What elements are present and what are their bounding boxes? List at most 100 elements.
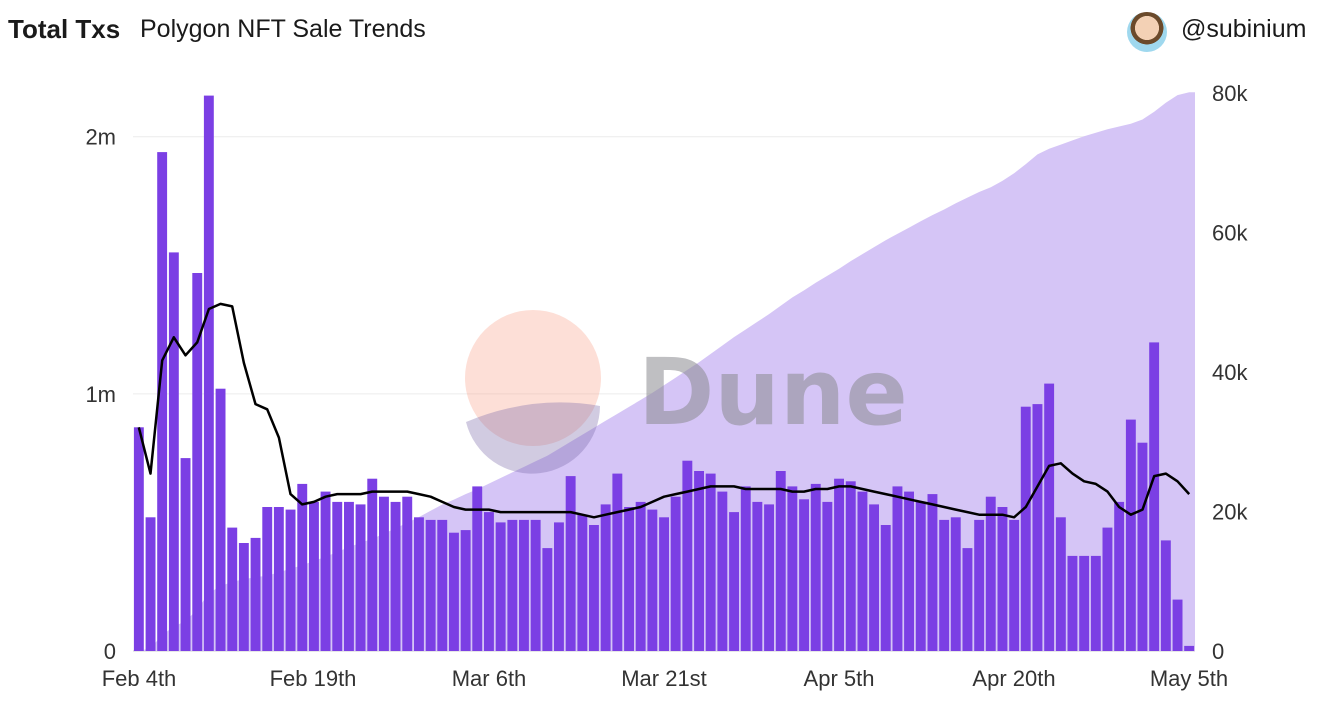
- x-axis: Feb 4th Feb 19th Mar 6th Mar 21st Apr 5th Apr…: [102, 666, 1228, 691]
- bar[interactable]: [635, 501, 646, 651]
- right-axis: 0 20k 40k 60k 80k: [1212, 81, 1248, 664]
- bar[interactable]: [1044, 383, 1055, 651]
- bar[interactable]: [414, 517, 424, 651]
- bar[interactable]: [355, 504, 366, 651]
- username[interactable]: @subinium: [1181, 15, 1307, 43]
- bar[interactable]: [507, 519, 518, 651]
- bar[interactable]: [519, 519, 529, 651]
- bar[interactable]: [810, 483, 821, 651]
- bar[interactable]: [624, 507, 634, 651]
- bar[interactable]: [273, 507, 284, 651]
- bar[interactable]: [145, 517, 156, 651]
- bar[interactable]: [764, 504, 774, 651]
- bar[interactable]: [215, 388, 226, 651]
- bar[interactable]: [1125, 419, 1136, 651]
- bar[interactable]: [1137, 442, 1148, 651]
- bar[interactable]: [1020, 406, 1031, 651]
- bar[interactable]: [320, 491, 331, 651]
- bar[interactable]: [309, 501, 319, 651]
- bar[interactable]: [554, 522, 564, 651]
- avatar[interactable]: [1127, 12, 1167, 52]
- line-series: [137, 302, 1191, 519]
- bar[interactable]: [437, 519, 448, 651]
- bar[interactable]: [168, 252, 179, 651]
- bar[interactable]: [379, 496, 389, 651]
- bar[interactable]: [740, 486, 751, 651]
- bar[interactable]: [285, 509, 296, 651]
- bar[interactable]: [262, 507, 273, 651]
- bar[interactable]: [192, 273, 203, 651]
- bar[interactable]: [892, 486, 903, 651]
- bar[interactable]: [484, 512, 494, 651]
- bar[interactable]: [670, 496, 681, 651]
- bar[interactable]: [659, 517, 669, 651]
- bar-series: [133, 95, 1195, 652]
- bar[interactable]: [950, 517, 961, 651]
- bar[interactable]: [845, 481, 856, 651]
- bar[interactable]: [927, 494, 938, 651]
- bar[interactable]: [647, 509, 658, 651]
- bar[interactable]: [542, 548, 553, 651]
- bar[interactable]: [577, 514, 588, 651]
- bar[interactable]: [344, 501, 354, 651]
- bar[interactable]: [904, 491, 914, 651]
- bar[interactable]: [332, 501, 343, 651]
- bar[interactable]: [589, 525, 599, 651]
- bar[interactable]: [425, 519, 436, 651]
- bar[interactable]: [238, 543, 249, 651]
- bar[interactable]: [694, 471, 704, 651]
- bar[interactable]: [1079, 555, 1090, 651]
- bar[interactable]: [834, 478, 844, 651]
- bar[interactable]: [775, 471, 786, 651]
- bar[interactable]: [915, 501, 926, 651]
- bar[interactable]: [495, 522, 506, 651]
- bar[interactable]: [1184, 645, 1195, 651]
- bar[interactable]: [1160, 540, 1171, 651]
- bar[interactable]: [157, 152, 168, 651]
- bar[interactable]: [600, 504, 611, 651]
- bar[interactable]: [1172, 599, 1183, 651]
- bar[interactable]: [1102, 527, 1113, 651]
- bar[interactable]: [752, 501, 763, 651]
- bar[interactable]: [974, 519, 985, 651]
- bar[interactable]: [297, 483, 308, 651]
- bar[interactable]: [1114, 501, 1125, 651]
- bar[interactable]: [390, 501, 401, 651]
- bar[interactable]: [717, 491, 728, 651]
- bar[interactable]: [449, 532, 459, 651]
- bar[interactable]: [460, 530, 471, 651]
- bar[interactable]: [1067, 555, 1078, 651]
- bar[interactable]: [997, 507, 1008, 651]
- bar[interactable]: [133, 427, 144, 651]
- bar[interactable]: [985, 496, 996, 651]
- bar[interactable]: [565, 476, 576, 651]
- bar[interactable]: [729, 512, 739, 651]
- bar[interactable]: [939, 519, 950, 651]
- bar[interactable]: [1055, 517, 1066, 651]
- bar[interactable]: [880, 525, 891, 651]
- bar[interactable]: [203, 95, 214, 652]
- bar[interactable]: [612, 473, 623, 651]
- bar[interactable]: [1149, 342, 1160, 651]
- bar[interactable]: [530, 519, 541, 651]
- bar[interactable]: [227, 527, 238, 651]
- bar[interactable]: [180, 458, 191, 651]
- bar[interactable]: [250, 537, 261, 651]
- bar[interactable]: [1009, 519, 1020, 651]
- bar[interactable]: [367, 478, 378, 651]
- bar[interactable]: [1090, 555, 1101, 651]
- bar[interactable]: [682, 460, 693, 651]
- bar[interactable]: [869, 504, 879, 651]
- bar[interactable]: [705, 473, 716, 651]
- bar[interactable]: [799, 499, 809, 651]
- bar[interactable]: [472, 486, 483, 651]
- bar[interactable]: [1032, 404, 1043, 651]
- left-tick-label: 0: [104, 639, 116, 664]
- bar[interactable]: [402, 496, 413, 651]
- bar[interactable]: [822, 501, 833, 651]
- x-tick-label: Feb 4th: [102, 666, 177, 691]
- bar[interactable]: [787, 486, 798, 651]
- chart-subtitle: Polygon NFT Sale Trends: [140, 15, 426, 43]
- bar[interactable]: [962, 548, 973, 651]
- bar[interactable]: [857, 491, 868, 651]
